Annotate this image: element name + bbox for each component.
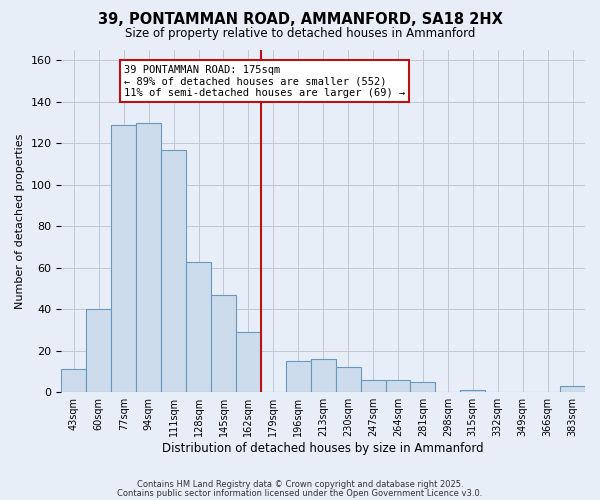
Text: Contains public sector information licensed under the Open Government Licence v3: Contains public sector information licen… xyxy=(118,489,482,498)
Bar xyxy=(136,122,161,392)
Bar xyxy=(86,309,111,392)
Bar xyxy=(560,386,585,392)
Bar xyxy=(410,382,436,392)
Bar xyxy=(161,150,186,392)
Bar xyxy=(211,294,236,392)
Bar xyxy=(335,368,361,392)
Text: 39, PONTAMMAN ROAD, AMMANFORD, SA18 2HX: 39, PONTAMMAN ROAD, AMMANFORD, SA18 2HX xyxy=(98,12,502,28)
Text: Size of property relative to detached houses in Ammanford: Size of property relative to detached ho… xyxy=(125,28,475,40)
Text: 39 PONTAMMAN ROAD: 175sqm
← 89% of detached houses are smaller (552)
11% of semi: 39 PONTAMMAN ROAD: 175sqm ← 89% of detac… xyxy=(124,64,405,98)
Y-axis label: Number of detached properties: Number of detached properties xyxy=(15,134,25,309)
Text: Contains HM Land Registry data © Crown copyright and database right 2025.: Contains HM Land Registry data © Crown c… xyxy=(137,480,463,489)
Bar xyxy=(61,370,86,392)
Bar xyxy=(286,361,311,392)
Bar xyxy=(386,380,410,392)
X-axis label: Distribution of detached houses by size in Ammanford: Distribution of detached houses by size … xyxy=(163,442,484,455)
Bar xyxy=(460,390,485,392)
Bar xyxy=(186,262,211,392)
Bar xyxy=(311,359,335,392)
Bar xyxy=(361,380,386,392)
Bar xyxy=(236,332,261,392)
Bar xyxy=(111,124,136,392)
